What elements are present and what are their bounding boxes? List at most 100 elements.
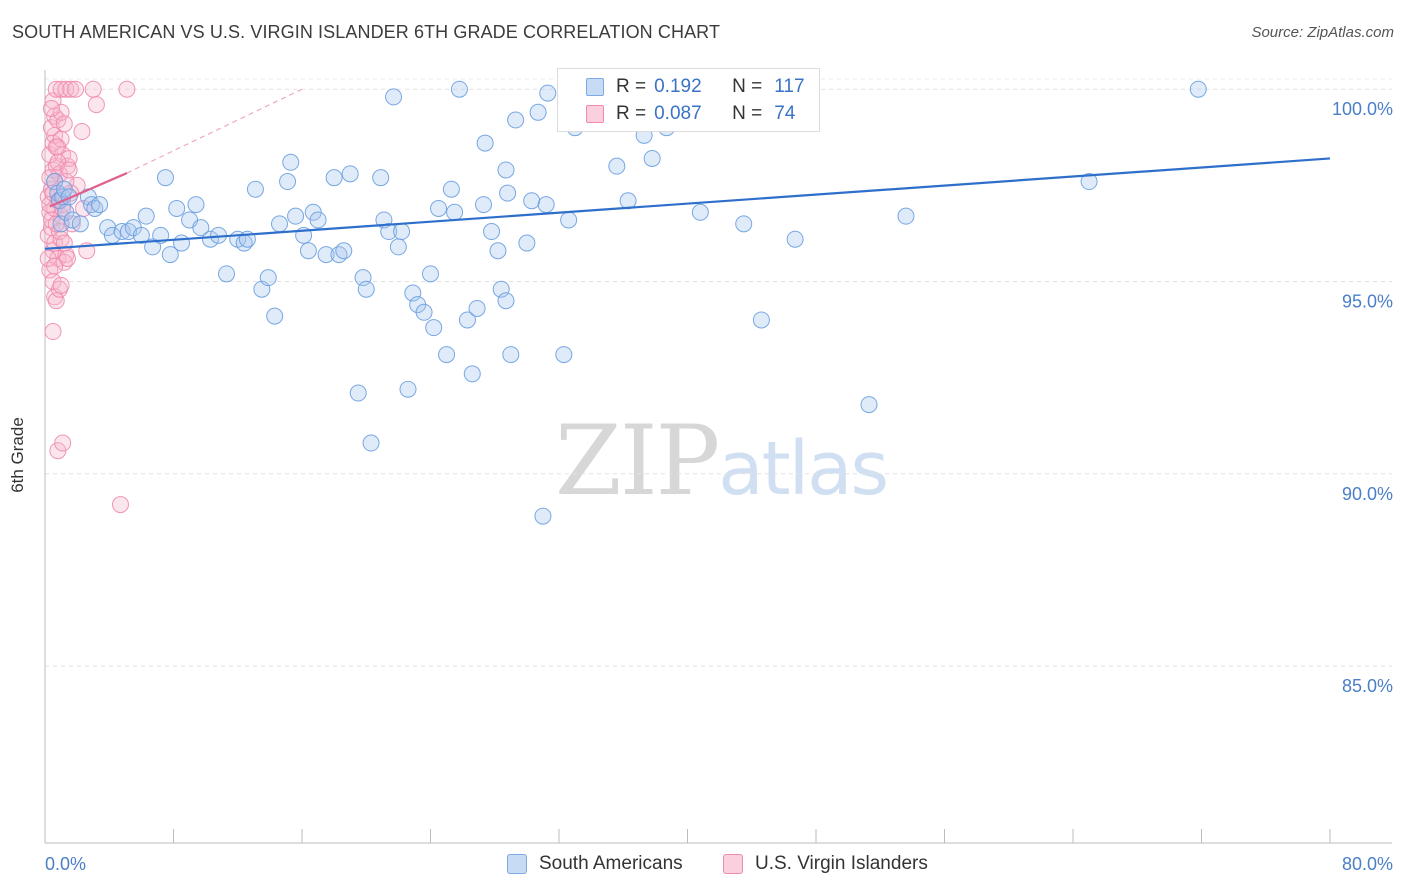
south-americans-point — [132, 226, 150, 244]
virgin-islanders-point — [67, 80, 85, 98]
south-americans-point — [266, 307, 284, 325]
y-tick-label: 85.0% — [1342, 676, 1393, 696]
south-americans-trend-line — [44, 157, 1331, 250]
south-americans-point — [507, 111, 525, 129]
south-americans-point — [497, 161, 515, 179]
legend-swatch-pink — [586, 105, 604, 123]
south-americans-point — [144, 238, 162, 256]
south-americans-point — [91, 196, 109, 214]
south-americans-point — [430, 199, 448, 217]
south-americans-point — [173, 234, 191, 252]
virgin-islanders-point — [87, 96, 105, 114]
y-tick-label: 100.0% — [1332, 99, 1393, 119]
south-americans-point — [399, 380, 417, 398]
south-americans-point — [489, 242, 507, 260]
axes — [44, 70, 1392, 844]
legend-swatch-blue — [586, 78, 604, 96]
legend-n-label: N = — [732, 103, 763, 124]
virgin-islanders-point — [60, 149, 78, 167]
virgin-islanders-point — [46, 257, 64, 275]
south-americans-point — [643, 149, 661, 167]
south-americans-point — [483, 223, 501, 241]
south-americans-point — [450, 80, 468, 98]
south-americans-point — [168, 199, 186, 217]
virgin-islanders-point — [62, 80, 80, 98]
south-americans-point — [560, 211, 578, 229]
south-americans-point — [192, 219, 210, 237]
legend-r-label: R = — [616, 103, 647, 124]
south-americans-point — [523, 192, 541, 210]
south-americans-point — [691, 203, 709, 221]
watermark-zip: ZIP — [555, 405, 720, 517]
south-americans-point — [113, 223, 131, 241]
legend-row-south-americans: R = 0.192 N = 117 — [586, 75, 805, 99]
south-americans-point — [246, 180, 264, 198]
bottom-legend-swatch-blue — [507, 854, 527, 874]
virgin-islanders-trend-extension — [126, 88, 303, 174]
south-americans-point — [380, 223, 398, 241]
south-americans-point — [468, 299, 486, 317]
trend-lines — [44, 88, 1331, 250]
south-americans-point — [335, 242, 353, 260]
y-tick-label: 90.0% — [1342, 484, 1393, 504]
y-tick-label: 95.0% — [1342, 292, 1393, 312]
south-americans-point — [156, 169, 174, 187]
south-americans-point — [497, 292, 515, 310]
south-americans-point — [735, 215, 753, 233]
legend-r-value: 0.087 — [654, 103, 702, 124]
tick-labels: 85.0% 90.0% 95.0% 100.0% 0.0% 80.0% — [45, 99, 1393, 874]
x-tick-label-min: 0.0% — [45, 854, 86, 874]
south-americans-point — [476, 134, 494, 152]
south-americans-point — [537, 196, 555, 214]
south-americans-point — [786, 230, 804, 248]
bottom-legend-south-americans: South Americans — [507, 852, 683, 876]
south-americans-point — [458, 311, 476, 329]
virgin-islanders-point — [44, 323, 62, 341]
south-americans-point — [299, 242, 317, 260]
south-americans-point — [349, 384, 367, 402]
virgin-islanders-point — [52, 80, 70, 98]
chart-title: SOUTH AMERICAN VS U.S. VIRGIN ISLANDER 6… — [12, 22, 721, 42]
south-americans-point — [372, 169, 390, 187]
south-americans-point — [446, 203, 464, 221]
south-americans-point — [608, 157, 626, 175]
south-americans-point — [1189, 80, 1207, 98]
south-americans-point — [518, 234, 536, 252]
virgin-islanders-point — [52, 276, 70, 294]
south-americans-point — [161, 246, 179, 264]
series-virgin-islanders — [39, 80, 136, 514]
watermark-atlas: atlas — [718, 426, 889, 512]
virgin-islanders-point — [118, 80, 136, 98]
series-south-americans — [46, 80, 1207, 525]
south-americans-point — [393, 223, 411, 241]
virgin-islanders-point — [42, 99, 60, 117]
south-americans-point — [438, 346, 456, 364]
south-americans-point — [415, 303, 433, 321]
south-americans-point — [259, 269, 277, 287]
south-americans-point — [279, 173, 297, 191]
south-americans-point — [317, 246, 335, 264]
south-americans-point — [539, 84, 557, 102]
bottom-legend-virgin-islanders: U.S. Virgin Islanders — [723, 852, 928, 876]
south-americans-point — [860, 396, 878, 414]
south-americans-point — [71, 215, 89, 233]
south-americans-point — [309, 211, 327, 229]
virgin-islanders-point — [47, 215, 65, 233]
source-label: Source: ZipAtlas.com — [1251, 24, 1394, 41]
south-americans-point — [422, 265, 439, 283]
south-americans-point — [362, 434, 380, 452]
south-americans-point — [201, 230, 219, 248]
south-americans-point — [534, 507, 552, 525]
south-americans-point — [271, 215, 289, 233]
bottom-legend-label: U.S. Virgin Islanders — [755, 853, 928, 874]
south-americans-point — [389, 238, 407, 256]
south-americans-point — [1080, 173, 1098, 191]
virgin-islanders-point — [60, 161, 78, 179]
south-americans-point — [442, 180, 460, 198]
virgin-islanders-point — [55, 115, 73, 133]
x-tick-label-max: 80.0% — [1342, 854, 1393, 874]
grid-lines — [45, 78, 1392, 667]
legend-r-label: R = — [616, 76, 647, 97]
virgin-islanders-point — [47, 138, 65, 156]
